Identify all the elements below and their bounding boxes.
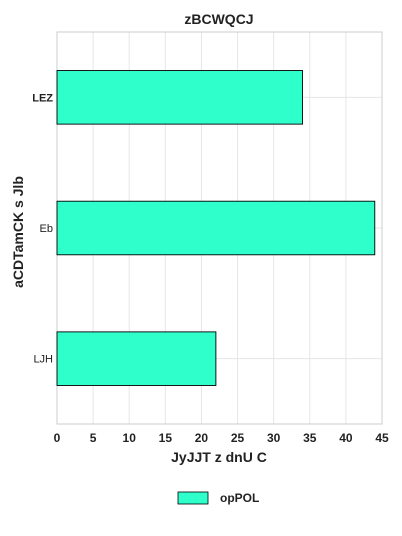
y-tick-labels: LEZ Eb LJH — [32, 92, 53, 365]
legend: opPOL — [177, 491, 259, 505]
x-tick-label: 5 — [90, 431, 97, 445]
x-axis-label: JyJJT z dnU C — [171, 449, 267, 465]
legend-swatch — [177, 491, 209, 505]
x-tick-labels: 0 5 10 15 20 25 30 35 40 45 — [54, 431, 389, 445]
x-tick-label: 30 — [267, 431, 281, 445]
bar-ljh — [56, 331, 217, 386]
x-tick-label: 0 — [54, 431, 61, 445]
x-tick-label: 10 — [123, 431, 137, 445]
x-tick-label: 35 — [303, 431, 317, 445]
x-tick-label: 15 — [159, 431, 173, 445]
chart-title: zBCWQCJ — [184, 11, 253, 27]
bar-lez — [56, 70, 304, 125]
y-tick-label: LJH — [33, 354, 53, 366]
x-tick-label: 45 — [375, 431, 389, 445]
y-axis-label: aCDTamCK s Jlb — [10, 176, 26, 288]
bars — [56, 70, 376, 386]
y-tick-label: LEZ — [32, 92, 53, 104]
legend-label: opPOL — [220, 491, 259, 505]
x-tick-label: 40 — [339, 431, 353, 445]
y-tick-label: Eb — [40, 223, 53, 235]
x-tick-label: 25 — [231, 431, 245, 445]
x-tick-label: 20 — [195, 431, 209, 445]
bar-eb — [56, 200, 376, 256]
